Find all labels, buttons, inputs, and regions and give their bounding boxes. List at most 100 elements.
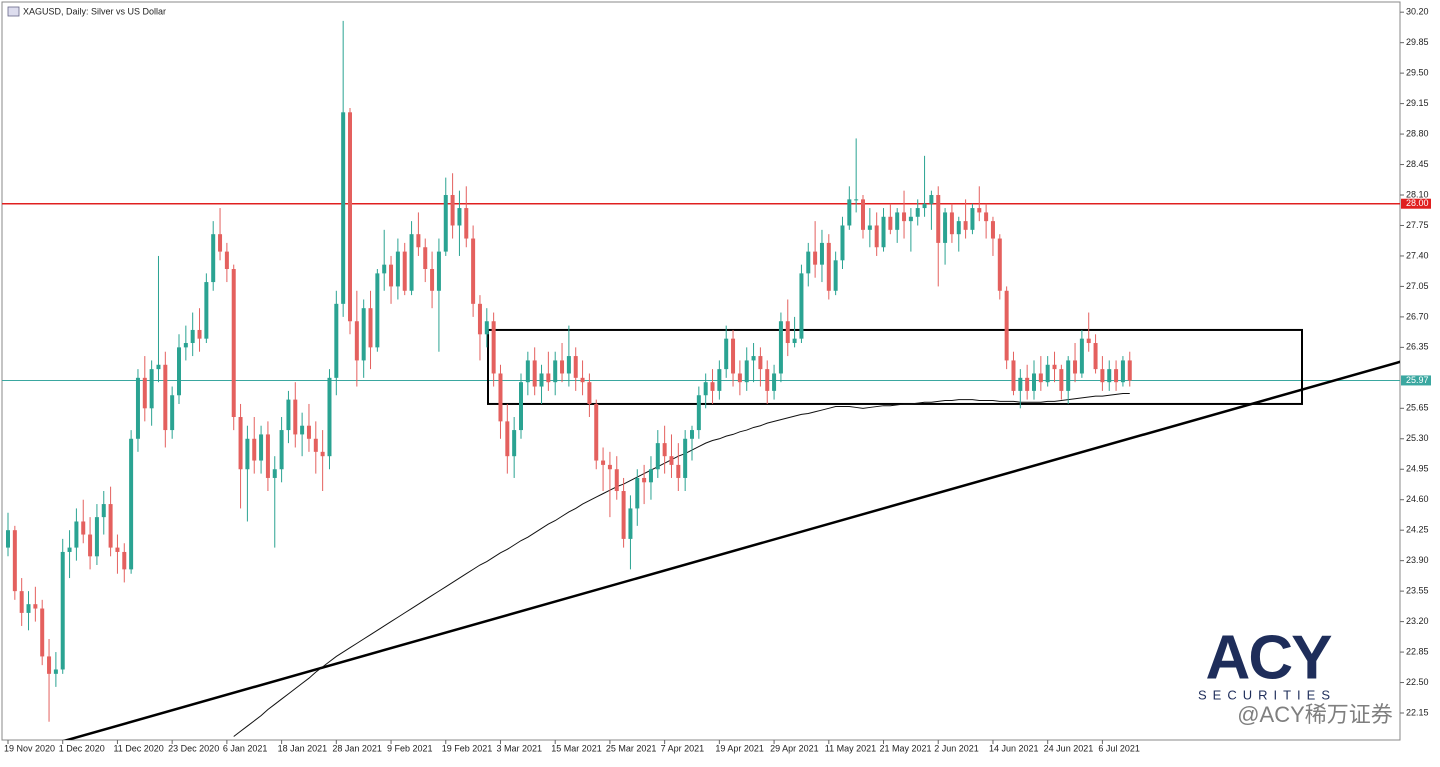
candle-body	[696, 395, 701, 431]
candle-body	[806, 251, 811, 274]
candle-body	[409, 234, 414, 291]
candle-body	[813, 251, 818, 265]
candle-body	[245, 438, 250, 470]
range-box	[487, 328, 1303, 405]
y-tick-label: 23.20	[1406, 616, 1429, 626]
candle-body	[334, 303, 339, 378]
candle-body	[1093, 343, 1098, 370]
x-tick-label: 15 Mar 2021	[551, 743, 602, 753]
y-tick-label: 29.15	[1406, 98, 1429, 108]
candle-body	[840, 225, 845, 261]
candle-body	[47, 656, 52, 674]
candle-body	[279, 430, 284, 470]
candle-body	[60, 551, 65, 670]
candle-body	[512, 430, 517, 457]
candle-body	[553, 360, 558, 383]
y-tick-label: 26.35	[1406, 342, 1429, 352]
candle-body	[662, 443, 667, 457]
candle-body	[259, 434, 264, 461]
y-tick-label: 27.75	[1406, 220, 1429, 230]
candle-body	[819, 242, 824, 265]
logo: ACY	[1206, 623, 1333, 692]
candle-body	[669, 456, 674, 465]
candle-body	[1073, 360, 1078, 374]
candle-body	[1045, 364, 1050, 383]
candle-body	[375, 273, 380, 348]
candle-body	[19, 591, 24, 613]
x-tick-label: 6 Jan 2021	[223, 743, 268, 753]
candle-body	[477, 303, 482, 335]
price-label: 25.97	[1406, 375, 1429, 385]
candle-body	[163, 364, 168, 431]
candle-body	[765, 369, 770, 391]
candle-body	[949, 212, 954, 235]
x-tick-label: 19 Feb 2021	[442, 743, 493, 753]
y-tick-label: 29.85	[1406, 37, 1429, 47]
candle-body	[833, 260, 838, 291]
candle-body	[861, 199, 865, 230]
candle-body	[614, 469, 619, 492]
candle-body	[327, 377, 332, 457]
candle-body	[170, 395, 175, 431]
candle-body	[963, 221, 968, 230]
candle-body	[101, 504, 106, 518]
candle-body	[731, 338, 736, 374]
candle-body	[587, 382, 592, 404]
x-tick-label: 23 Dec 2020	[168, 743, 219, 753]
y-tick-label: 29.50	[1406, 68, 1429, 78]
candle-body	[792, 338, 797, 344]
candle-body	[519, 382, 523, 431]
candle-body	[566, 356, 571, 374]
candle-body	[320, 451, 325, 457]
price-tag	[1401, 375, 1431, 386]
candle-body	[1086, 338, 1091, 344]
candle-body	[655, 443, 660, 470]
candle-body	[389, 264, 394, 287]
y-tick-label: 30.20	[1406, 7, 1429, 17]
candle-body	[88, 534, 93, 557]
x-tick-label: 7 Apr 2021	[661, 743, 705, 753]
candle-body	[881, 216, 886, 248]
candle-body	[142, 377, 147, 409]
y-tick-label: 23.90	[1406, 555, 1429, 565]
candle-body	[218, 234, 223, 252]
candle-body	[450, 195, 455, 226]
candle-body	[621, 491, 626, 539]
candle-body	[1004, 290, 1009, 361]
candle-body	[74, 521, 79, 548]
candle-body	[300, 425, 305, 435]
candle-body	[943, 212, 948, 243]
candle-body	[53, 669, 58, 674]
candle-body	[361, 308, 366, 361]
y-tick-label: 27.05	[1406, 281, 1429, 291]
candle-body	[1018, 377, 1023, 391]
candle-body	[286, 399, 291, 431]
candle-body	[443, 195, 448, 252]
level-label: 28.00	[1406, 198, 1429, 208]
candle-body	[224, 251, 229, 270]
candle-body	[628, 508, 633, 539]
candle-body	[710, 382, 715, 391]
candle-body	[40, 608, 45, 657]
plot-frame	[1, 1, 1401, 741]
candle-body	[129, 438, 134, 570]
candle-body	[313, 438, 318, 452]
candle-body	[607, 464, 612, 470]
candle-body	[368, 308, 373, 348]
candle-body	[539, 373, 544, 387]
candle-body	[1011, 360, 1016, 391]
candle-body	[156, 364, 161, 370]
candle-body	[306, 425, 311, 439]
candle-body	[177, 347, 181, 396]
candle-body	[758, 356, 763, 370]
candle-body	[122, 551, 127, 570]
trendline	[62, 360, 1400, 740]
candle-body	[1052, 364, 1057, 370]
candle-body	[6, 530, 10, 548]
candle-body	[272, 469, 277, 478]
x-tick-label: 9 Feb 2021	[387, 743, 433, 753]
x-tick-label: 18 Jan 2021	[278, 743, 328, 753]
y-tick-label: 25.30	[1406, 433, 1429, 443]
